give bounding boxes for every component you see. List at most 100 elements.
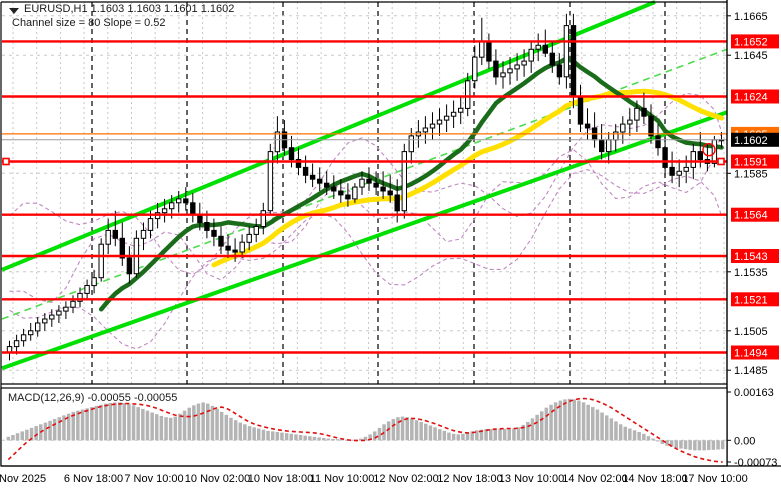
macd-histogram-bar <box>25 429 29 441</box>
macd-histogram-bar <box>196 403 201 441</box>
time-axis-label: 17 Nov 10:00 <box>682 473 747 485</box>
macd-histogram-bar <box>475 430 479 441</box>
macd-histogram-bar <box>669 440 674 447</box>
candle-body <box>63 306 69 312</box>
price-tag[interactable] <box>731 292 779 307</box>
candle-body <box>331 186 337 192</box>
candle-body <box>641 107 647 117</box>
macd-histogram-bar <box>563 399 567 441</box>
candle-body <box>295 159 302 168</box>
selection-marker[interactable] <box>702 142 716 157</box>
macd-histogram-bar <box>553 402 558 441</box>
macd-histogram-bar <box>289 433 293 441</box>
candle-body <box>274 131 281 153</box>
macd-histogram-bar <box>127 404 131 441</box>
macd-histogram-bar <box>108 403 113 441</box>
macd-histogram-bar <box>76 410 80 441</box>
candle-body <box>479 40 485 58</box>
candle-body <box>42 318 48 324</box>
price-tag-label: 1.1602 <box>734 135 768 147</box>
macd-histogram-bar <box>697 440 702 451</box>
macd-histogram-bar <box>391 419 396 441</box>
candle-body <box>302 166 309 176</box>
macd-histogram-bar <box>52 419 57 441</box>
price-gridline-label: 1.1505 <box>734 326 768 338</box>
macd-histogram-bar <box>280 432 284 441</box>
macd-histogram-bar <box>335 439 340 441</box>
macd-histogram-bar <box>623 426 627 441</box>
candle-body <box>176 198 182 204</box>
candle-body <box>218 235 224 247</box>
macd-histogram-bar <box>447 432 451 441</box>
macd-histogram-bar <box>224 414 229 441</box>
level-handle-right[interactable] <box>717 157 725 166</box>
macd-histogram-bar <box>461 433 465 441</box>
macd-histogram-bar <box>113 402 117 441</box>
macd-histogram-bar <box>549 404 553 441</box>
macd-histogram-bar <box>266 430 270 441</box>
price-tag[interactable] <box>731 34 779 49</box>
candle-body <box>352 186 358 200</box>
time-axis-label: 10 Nov 02:00 <box>185 473 250 485</box>
macd-histogram-bar <box>414 420 419 441</box>
macd-histogram-bar <box>507 429 511 441</box>
macd-histogram-bar <box>530 418 535 441</box>
macd-histogram-bar <box>20 431 24 441</box>
channel-info-text: Channel size = 80 Slope = 0.52 <box>12 17 166 29</box>
candle-body <box>401 151 408 212</box>
macd-histogram-bar <box>526 422 530 441</box>
candle-body <box>112 229 118 239</box>
price-tag[interactable] <box>731 207 779 222</box>
candle-body <box>394 194 400 212</box>
price-tag[interactable] <box>731 89 779 104</box>
price-tag[interactable] <box>731 154 779 169</box>
macd-histogram-bar <box>400 416 405 441</box>
macd-histogram-bar <box>48 420 52 441</box>
candle-body <box>627 119 633 125</box>
price-gridline-label: 1.1665 <box>734 11 768 23</box>
macd-histogram-bar <box>595 409 600 441</box>
macd-histogram-bar <box>62 415 66 441</box>
macd-histogram-bar <box>614 421 618 441</box>
candle-body <box>373 182 379 188</box>
macd-histogram-bar <box>182 410 187 441</box>
macd-histogram-bar <box>702 440 706 451</box>
price-tag-label: 1.1591 <box>734 156 768 168</box>
candle-body <box>450 111 457 117</box>
macd-histogram-bar <box>349 439 354 441</box>
macd-histogram-bar <box>159 416 164 441</box>
candle-body <box>422 127 429 133</box>
triangle-down-icon[interactable] <box>9 8 19 14</box>
price-tag[interactable] <box>731 132 779 147</box>
macd-histogram-bar <box>489 429 493 441</box>
macd-histogram-bar <box>396 417 400 441</box>
macd-histogram-bar <box>141 408 145 441</box>
macd-histogram-bar <box>66 413 71 441</box>
price-tag[interactable] <box>731 249 779 263</box>
macd-histogram-bar <box>660 440 665 444</box>
candle-body <box>70 300 76 308</box>
candle-body <box>317 178 323 184</box>
macd-histogram-bar <box>419 422 423 441</box>
macd-histogram-bar <box>192 405 196 441</box>
price-gridline-label: 1.1485 <box>734 365 768 377</box>
macd-histogram-bar <box>600 412 604 441</box>
macd-histogram-bar <box>164 417 168 441</box>
candle-body <box>35 322 41 332</box>
time-axis-label: 11 Nov 10:00 <box>310 473 375 485</box>
candle-body <box>267 151 274 212</box>
macd-histogram-bar <box>43 422 48 441</box>
macd-histogram-bar <box>567 398 572 441</box>
macd-histogram-bar <box>345 439 349 441</box>
macd-histogram-bar <box>145 410 150 441</box>
candle-body <box>190 202 196 216</box>
candle-body <box>662 147 668 168</box>
macd-histogram-bar <box>187 407 191 441</box>
price-tag[interactable] <box>731 345 779 360</box>
level-handle-left[interactable] <box>2 157 10 166</box>
macd-histogram-bar <box>428 425 433 441</box>
candle-body <box>549 52 555 66</box>
candle-body <box>169 202 175 210</box>
macd-histogram-bar <box>405 417 409 441</box>
